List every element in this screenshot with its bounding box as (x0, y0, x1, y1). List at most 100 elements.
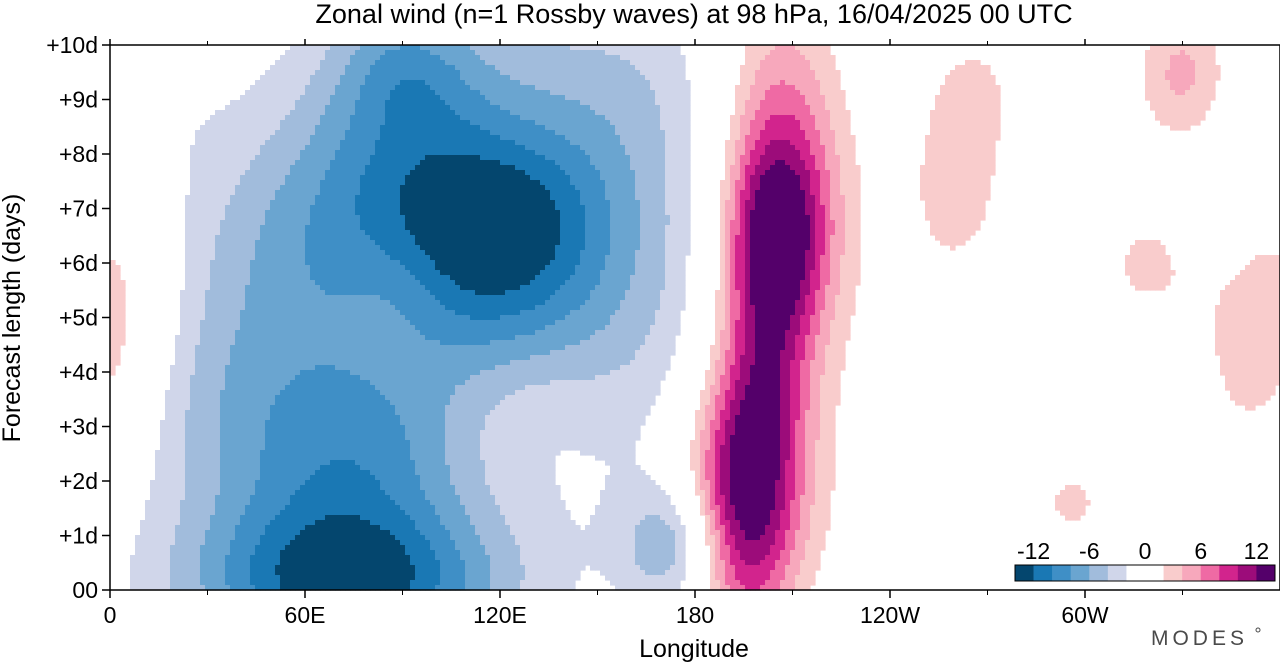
field-cell (495, 90, 501, 96)
field-cell (670, 225, 676, 231)
field-cell (650, 190, 656, 196)
field-cell (840, 180, 846, 186)
field-cell (650, 50, 656, 56)
field-cell (855, 200, 861, 206)
field-cell (575, 125, 581, 131)
field-cell (525, 90, 531, 96)
field-cell (355, 220, 361, 226)
field-cell (600, 190, 606, 196)
field-cell (370, 90, 376, 96)
field-cell (820, 70, 826, 76)
field-cell (530, 60, 536, 66)
field-cell (600, 105, 606, 111)
field-cell (775, 160, 781, 166)
field-cell (200, 180, 206, 186)
field-cell (530, 55, 536, 61)
field-cell (315, 120, 321, 126)
field-cell (525, 70, 531, 76)
field-cell (295, 145, 301, 151)
field-cell (770, 170, 776, 176)
field-cell (295, 190, 301, 196)
field-cell (940, 210, 946, 216)
field-cell (550, 85, 556, 91)
field-cell (245, 95, 251, 101)
field-cell (210, 115, 216, 121)
field-cell (1210, 95, 1216, 101)
field-cell (515, 200, 521, 206)
field-cell (1150, 80, 1156, 86)
field-cell (335, 130, 341, 136)
field-cell (950, 80, 956, 86)
field-cell (825, 145, 831, 151)
field-cell (820, 160, 826, 166)
field-cell (505, 75, 511, 81)
field-cell (530, 45, 536, 51)
field-cell (655, 70, 661, 76)
field-cell (460, 205, 466, 211)
field-cell (505, 105, 511, 111)
field-cell (570, 215, 576, 221)
field-cell (1190, 80, 1196, 86)
field-cell (440, 180, 446, 186)
field-cell (385, 205, 391, 211)
field-cell (210, 150, 216, 156)
field-cell (795, 100, 801, 106)
field-cell (255, 180, 261, 186)
field-cell (800, 145, 806, 151)
field-cell (530, 125, 536, 131)
field-cell (445, 45, 451, 51)
field-cell (815, 210, 821, 216)
field-cell (1200, 65, 1206, 71)
field-cell (240, 200, 246, 206)
field-cell (215, 195, 221, 201)
field-cell (805, 105, 811, 111)
field-cell (330, 60, 336, 66)
field-cell (585, 205, 591, 211)
field-cell (320, 115, 326, 121)
field-cell (450, 45, 456, 51)
field-cell (555, 80, 561, 86)
field-cell (735, 120, 741, 126)
field-cell (580, 90, 586, 96)
field-cell (485, 225, 491, 231)
field-cell (660, 215, 666, 221)
field-cell (430, 225, 436, 231)
field-cell (460, 215, 466, 221)
field-cell (425, 190, 431, 196)
field-cell (405, 75, 411, 81)
field-cell (420, 95, 426, 101)
field-cell (330, 115, 336, 121)
field-cell (525, 185, 531, 191)
field-cell (950, 105, 956, 111)
field-cell (225, 105, 231, 111)
field-cell (360, 100, 366, 106)
field-cell (935, 110, 941, 116)
field-cell (765, 135, 771, 141)
field-cell (525, 55, 531, 61)
field-cell (350, 160, 356, 166)
field-cell (410, 200, 416, 206)
field-cell (425, 70, 431, 76)
field-cell (650, 160, 656, 166)
field-cell (665, 85, 671, 91)
field-cell (785, 160, 791, 166)
field-cell (1145, 85, 1151, 91)
field-cell (505, 145, 511, 151)
field-cell (590, 180, 596, 186)
field-cell (800, 125, 806, 131)
field-cell (345, 140, 351, 146)
field-cell (310, 85, 316, 91)
field-cell (570, 80, 576, 86)
field-cell (390, 45, 396, 51)
field-cell (760, 180, 766, 186)
field-cell (395, 195, 401, 201)
field-cell (540, 210, 546, 216)
field-cell (195, 130, 201, 136)
field-cell (455, 55, 461, 61)
field-cell (265, 160, 271, 166)
field-cell (585, 140, 591, 146)
field-cell (225, 170, 231, 176)
field-cell (230, 110, 236, 116)
field-cell (385, 95, 391, 101)
field-cell (770, 220, 776, 226)
